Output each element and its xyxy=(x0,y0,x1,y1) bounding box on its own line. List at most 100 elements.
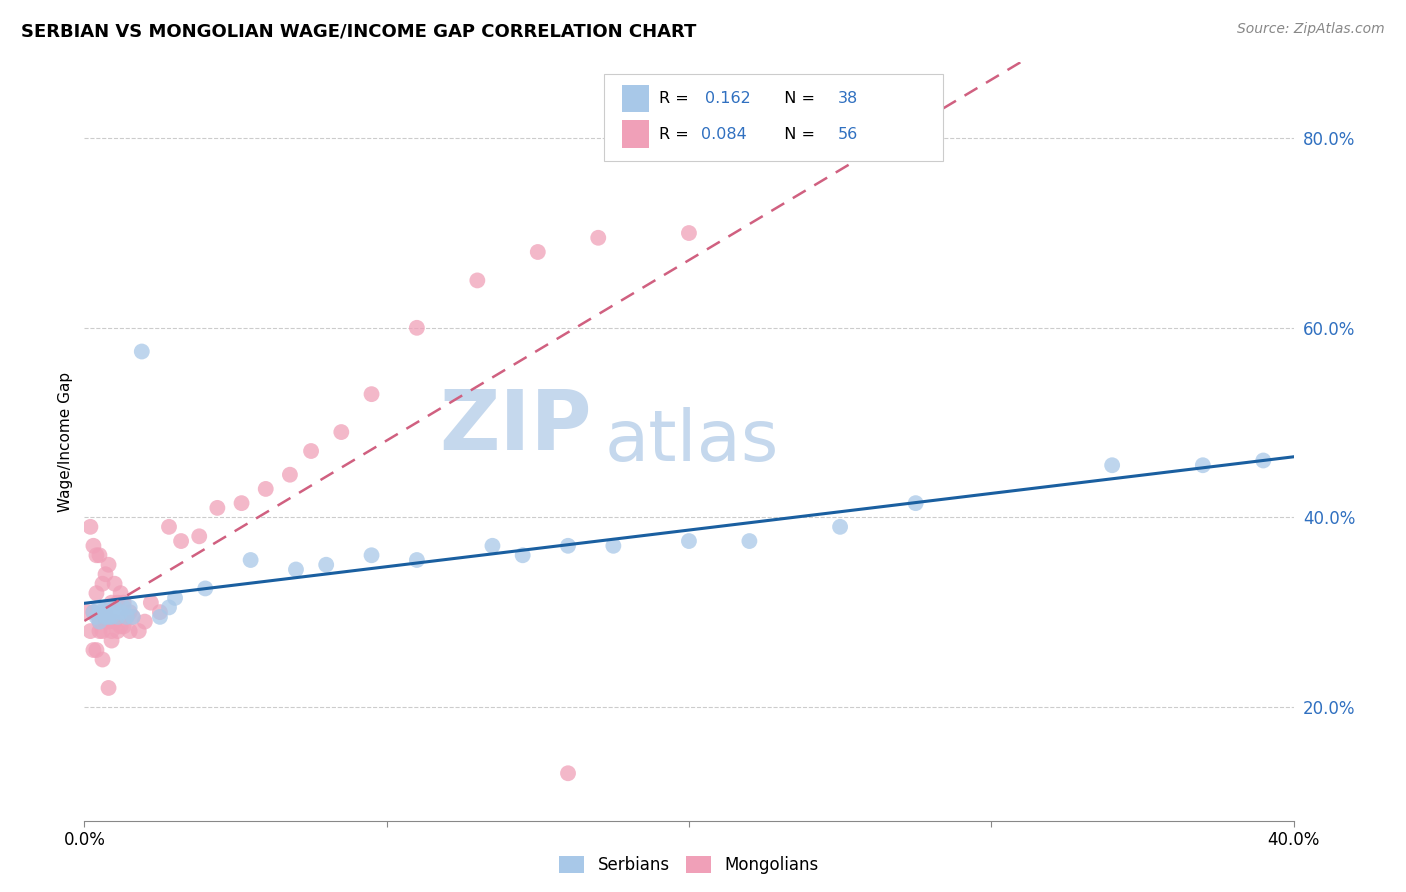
Point xyxy=(157,520,180,534)
Point xyxy=(149,605,172,619)
Point xyxy=(91,652,114,666)
Point xyxy=(467,273,489,287)
Point xyxy=(107,596,129,610)
Point xyxy=(830,520,852,534)
Point xyxy=(86,548,108,563)
Point xyxy=(104,600,127,615)
Point xyxy=(100,610,122,624)
Point xyxy=(588,231,610,245)
Point xyxy=(170,534,193,549)
Text: ZIP: ZIP xyxy=(440,386,592,467)
Point xyxy=(602,539,624,553)
Point xyxy=(100,605,122,619)
Point xyxy=(110,619,132,633)
Point xyxy=(82,605,104,619)
Point xyxy=(97,610,120,624)
Point xyxy=(100,596,122,610)
Point xyxy=(557,539,579,553)
Point xyxy=(91,624,114,639)
FancyBboxPatch shape xyxy=(605,74,943,161)
Point xyxy=(104,615,127,629)
Point xyxy=(107,610,129,624)
Text: Source: ZipAtlas.com: Source: ZipAtlas.com xyxy=(1237,22,1385,37)
Point xyxy=(115,610,138,624)
Point xyxy=(121,610,143,624)
Point xyxy=(94,600,117,615)
Text: 0.162: 0.162 xyxy=(704,91,751,105)
Text: 56: 56 xyxy=(838,127,858,142)
Text: N =: N = xyxy=(773,127,820,142)
Point xyxy=(527,244,550,259)
Text: atlas: atlas xyxy=(605,407,779,476)
Text: R =: R = xyxy=(659,91,693,105)
Y-axis label: Wage/Income Gap: Wage/Income Gap xyxy=(58,371,73,512)
Point xyxy=(112,600,135,615)
Point xyxy=(239,553,262,567)
Point xyxy=(89,615,111,629)
Point xyxy=(118,600,141,615)
Point xyxy=(406,553,429,567)
Point xyxy=(157,600,180,615)
Point xyxy=(89,548,111,563)
Point xyxy=(118,624,141,639)
Text: 0.084: 0.084 xyxy=(702,127,747,142)
Text: R =: R = xyxy=(659,127,693,142)
Point xyxy=(82,605,104,619)
Point xyxy=(82,539,104,553)
Point xyxy=(112,619,135,633)
Point xyxy=(128,624,150,639)
Point xyxy=(94,610,117,624)
Point xyxy=(86,610,108,624)
Point xyxy=(738,534,761,549)
Point xyxy=(149,610,172,624)
Point xyxy=(115,610,138,624)
Point xyxy=(299,444,322,458)
Legend: Serbians, Mongolians: Serbians, Mongolians xyxy=(553,849,825,880)
Point xyxy=(100,633,122,648)
Point xyxy=(194,582,217,596)
Point xyxy=(139,596,162,610)
Point xyxy=(94,615,117,629)
Text: N =: N = xyxy=(773,91,820,105)
Point xyxy=(678,534,700,549)
Point xyxy=(557,766,579,780)
Point xyxy=(97,615,120,629)
Point xyxy=(330,425,353,439)
Point xyxy=(97,681,120,695)
Point xyxy=(406,321,429,335)
Point xyxy=(94,567,117,582)
Point xyxy=(86,586,108,600)
Point xyxy=(131,344,153,359)
Point xyxy=(100,624,122,639)
Point xyxy=(89,615,111,629)
Point xyxy=(76,605,98,619)
Point xyxy=(89,624,111,639)
Point xyxy=(91,605,114,619)
Text: 38: 38 xyxy=(838,91,858,105)
Point xyxy=(79,624,101,639)
Point xyxy=(285,562,308,576)
Point xyxy=(118,605,141,619)
Point xyxy=(512,548,534,563)
Point xyxy=(97,558,120,572)
Point xyxy=(94,605,117,619)
Point xyxy=(91,576,114,591)
Point xyxy=(121,610,143,624)
Point xyxy=(231,496,253,510)
Point xyxy=(207,500,229,515)
Point xyxy=(254,482,277,496)
Point xyxy=(1253,453,1275,467)
Point xyxy=(165,591,187,605)
Point xyxy=(1101,458,1123,473)
Point xyxy=(360,548,382,563)
Point xyxy=(360,387,382,401)
Point xyxy=(86,643,108,657)
Point xyxy=(1192,458,1215,473)
Point xyxy=(89,600,111,615)
Point xyxy=(79,520,101,534)
Bar xyxy=(623,85,650,112)
Point xyxy=(107,624,129,639)
Point xyxy=(82,643,104,657)
Point xyxy=(104,576,127,591)
Point xyxy=(904,496,927,510)
